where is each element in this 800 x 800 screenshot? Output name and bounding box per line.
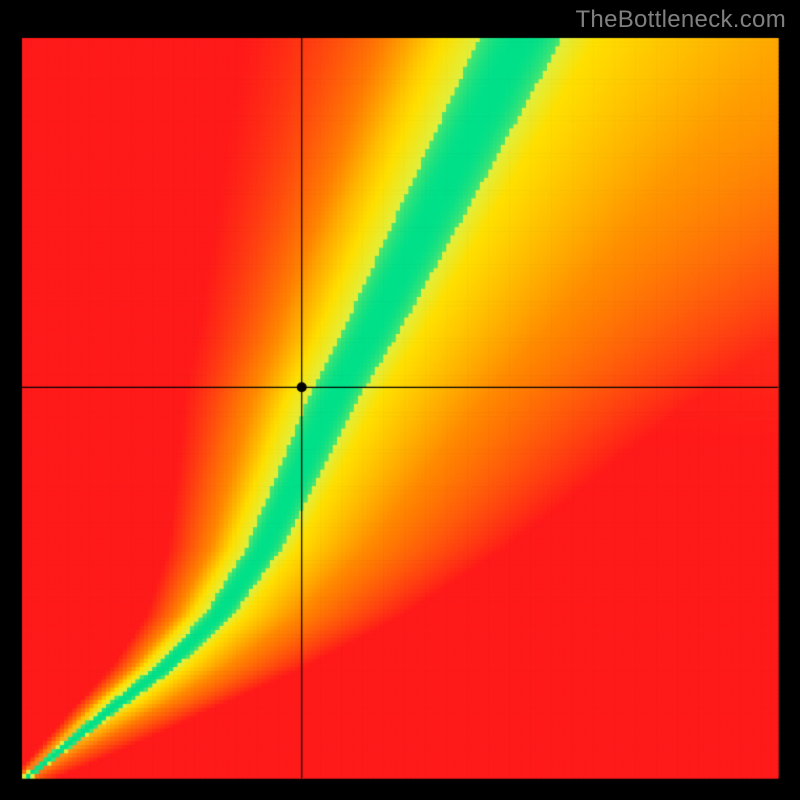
chart-container: TheBottleneck.com [0,0,800,800]
heatmap-canvas [0,0,800,800]
watermark-text: TheBottleneck.com [575,6,786,34]
